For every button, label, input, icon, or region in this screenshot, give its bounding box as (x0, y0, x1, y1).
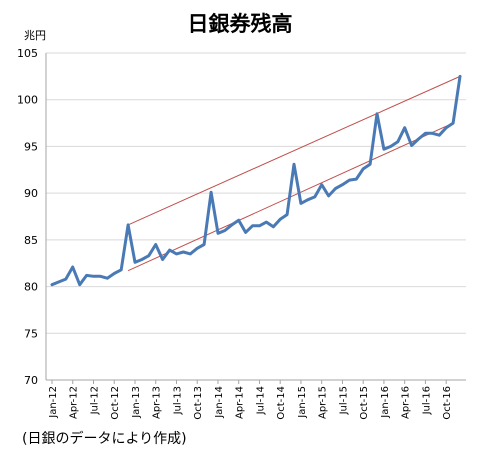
data-point (78, 283, 81, 286)
y-tick-label: 80 (24, 281, 38, 294)
y-tick-label: 95 (24, 140, 38, 153)
x-tick-label: Jul-16 (421, 386, 432, 415)
data-point (396, 140, 399, 143)
data-point (113, 272, 116, 275)
data-point (451, 121, 455, 125)
data-point (196, 247, 199, 250)
x-tick-label: Oct-15 (359, 386, 370, 420)
y-axis-unit-label: 兆円 (24, 29, 46, 42)
data-point (216, 232, 220, 235)
data-point (92, 275, 95, 278)
data-point (438, 134, 441, 137)
data-point (189, 252, 192, 256)
y-tick-label: 100 (17, 94, 38, 107)
x-tick-label: Apr-16 (401, 386, 412, 419)
data-point (389, 145, 393, 148)
x-tick-label: Jan-15 (297, 386, 308, 419)
data-point (417, 137, 420, 141)
data-point (99, 275, 102, 278)
data-point (431, 132, 434, 135)
data-point (382, 148, 386, 151)
data-point (299, 202, 303, 205)
trend-line-upper (127, 75, 461, 226)
data-point (140, 258, 144, 261)
data-point (424, 132, 427, 135)
data-point (175, 252, 178, 256)
x-tick-label: Oct-14 (276, 386, 287, 420)
x-tick-label: Apr-13 (152, 386, 163, 419)
x-tick-label: Jul-15 (338, 386, 349, 415)
y-tick-label: 85 (24, 234, 38, 247)
data-point (313, 195, 316, 199)
data-point (50, 283, 54, 286)
data-point (361, 167, 365, 171)
y-tick-label: 105 (17, 47, 38, 60)
data-point (355, 177, 358, 181)
x-tick-label: Jul-13 (172, 386, 183, 415)
data-point (272, 225, 275, 228)
x-tick-label: Oct-13 (193, 386, 204, 420)
x-tick-label: Jan-12 (48, 386, 59, 419)
data-point (154, 243, 157, 246)
data-point (209, 191, 213, 194)
data-point (119, 268, 123, 271)
series-line (50, 74, 462, 287)
data-point (57, 280, 61, 284)
x-tick-label: Jul-14 (255, 386, 266, 415)
data-point (244, 231, 247, 234)
x-tick-label: Oct-16 (442, 386, 453, 420)
data-point (85, 274, 88, 277)
x-tick-label: Oct-12 (110, 386, 121, 420)
x-tick-label: Jan-13 (131, 386, 142, 419)
data-point (168, 248, 171, 252)
data-point (265, 220, 268, 224)
x-tick-label: Apr-14 (235, 386, 246, 419)
data-point (403, 126, 406, 129)
source-note: (日銀のデータにより作成) (22, 431, 187, 447)
data-point (341, 183, 344, 186)
data-point (327, 194, 330, 198)
data-point (161, 258, 164, 261)
data-point (368, 162, 372, 166)
data-point (133, 261, 137, 264)
data-point (410, 144, 413, 147)
data-point (223, 229, 227, 232)
data-point (126, 223, 130, 227)
data-point (202, 243, 206, 246)
x-tick-label: Apr-15 (318, 386, 329, 419)
x-tick-label: Jan-16 (380, 386, 391, 419)
x-tick-label: Apr-12 (69, 386, 80, 419)
data-point (106, 276, 109, 280)
x-tick-label: Jul-12 (89, 386, 100, 415)
data-point (320, 183, 323, 186)
data-point (258, 224, 261, 228)
data-point (334, 187, 337, 190)
data-point (237, 219, 240, 222)
data-point (444, 126, 448, 129)
data-point (147, 254, 151, 257)
data-point (182, 250, 185, 254)
y-tick-label: 90 (24, 187, 38, 200)
data-point (285, 213, 289, 216)
data-point (292, 162, 296, 166)
data-point (64, 277, 68, 281)
data-point (230, 223, 233, 227)
data-point (279, 218, 282, 221)
data-point (375, 112, 379, 115)
y-tick-label: 75 (24, 327, 38, 340)
data-point (251, 224, 254, 228)
y-tick-label: 70 (24, 374, 38, 387)
data-point (71, 265, 74, 269)
data-point (306, 198, 310, 201)
chart-title: 日銀券残高 (187, 12, 293, 36)
data-point (458, 75, 462, 78)
data-point (348, 178, 351, 182)
x-tick-label: Jan-14 (214, 386, 225, 419)
